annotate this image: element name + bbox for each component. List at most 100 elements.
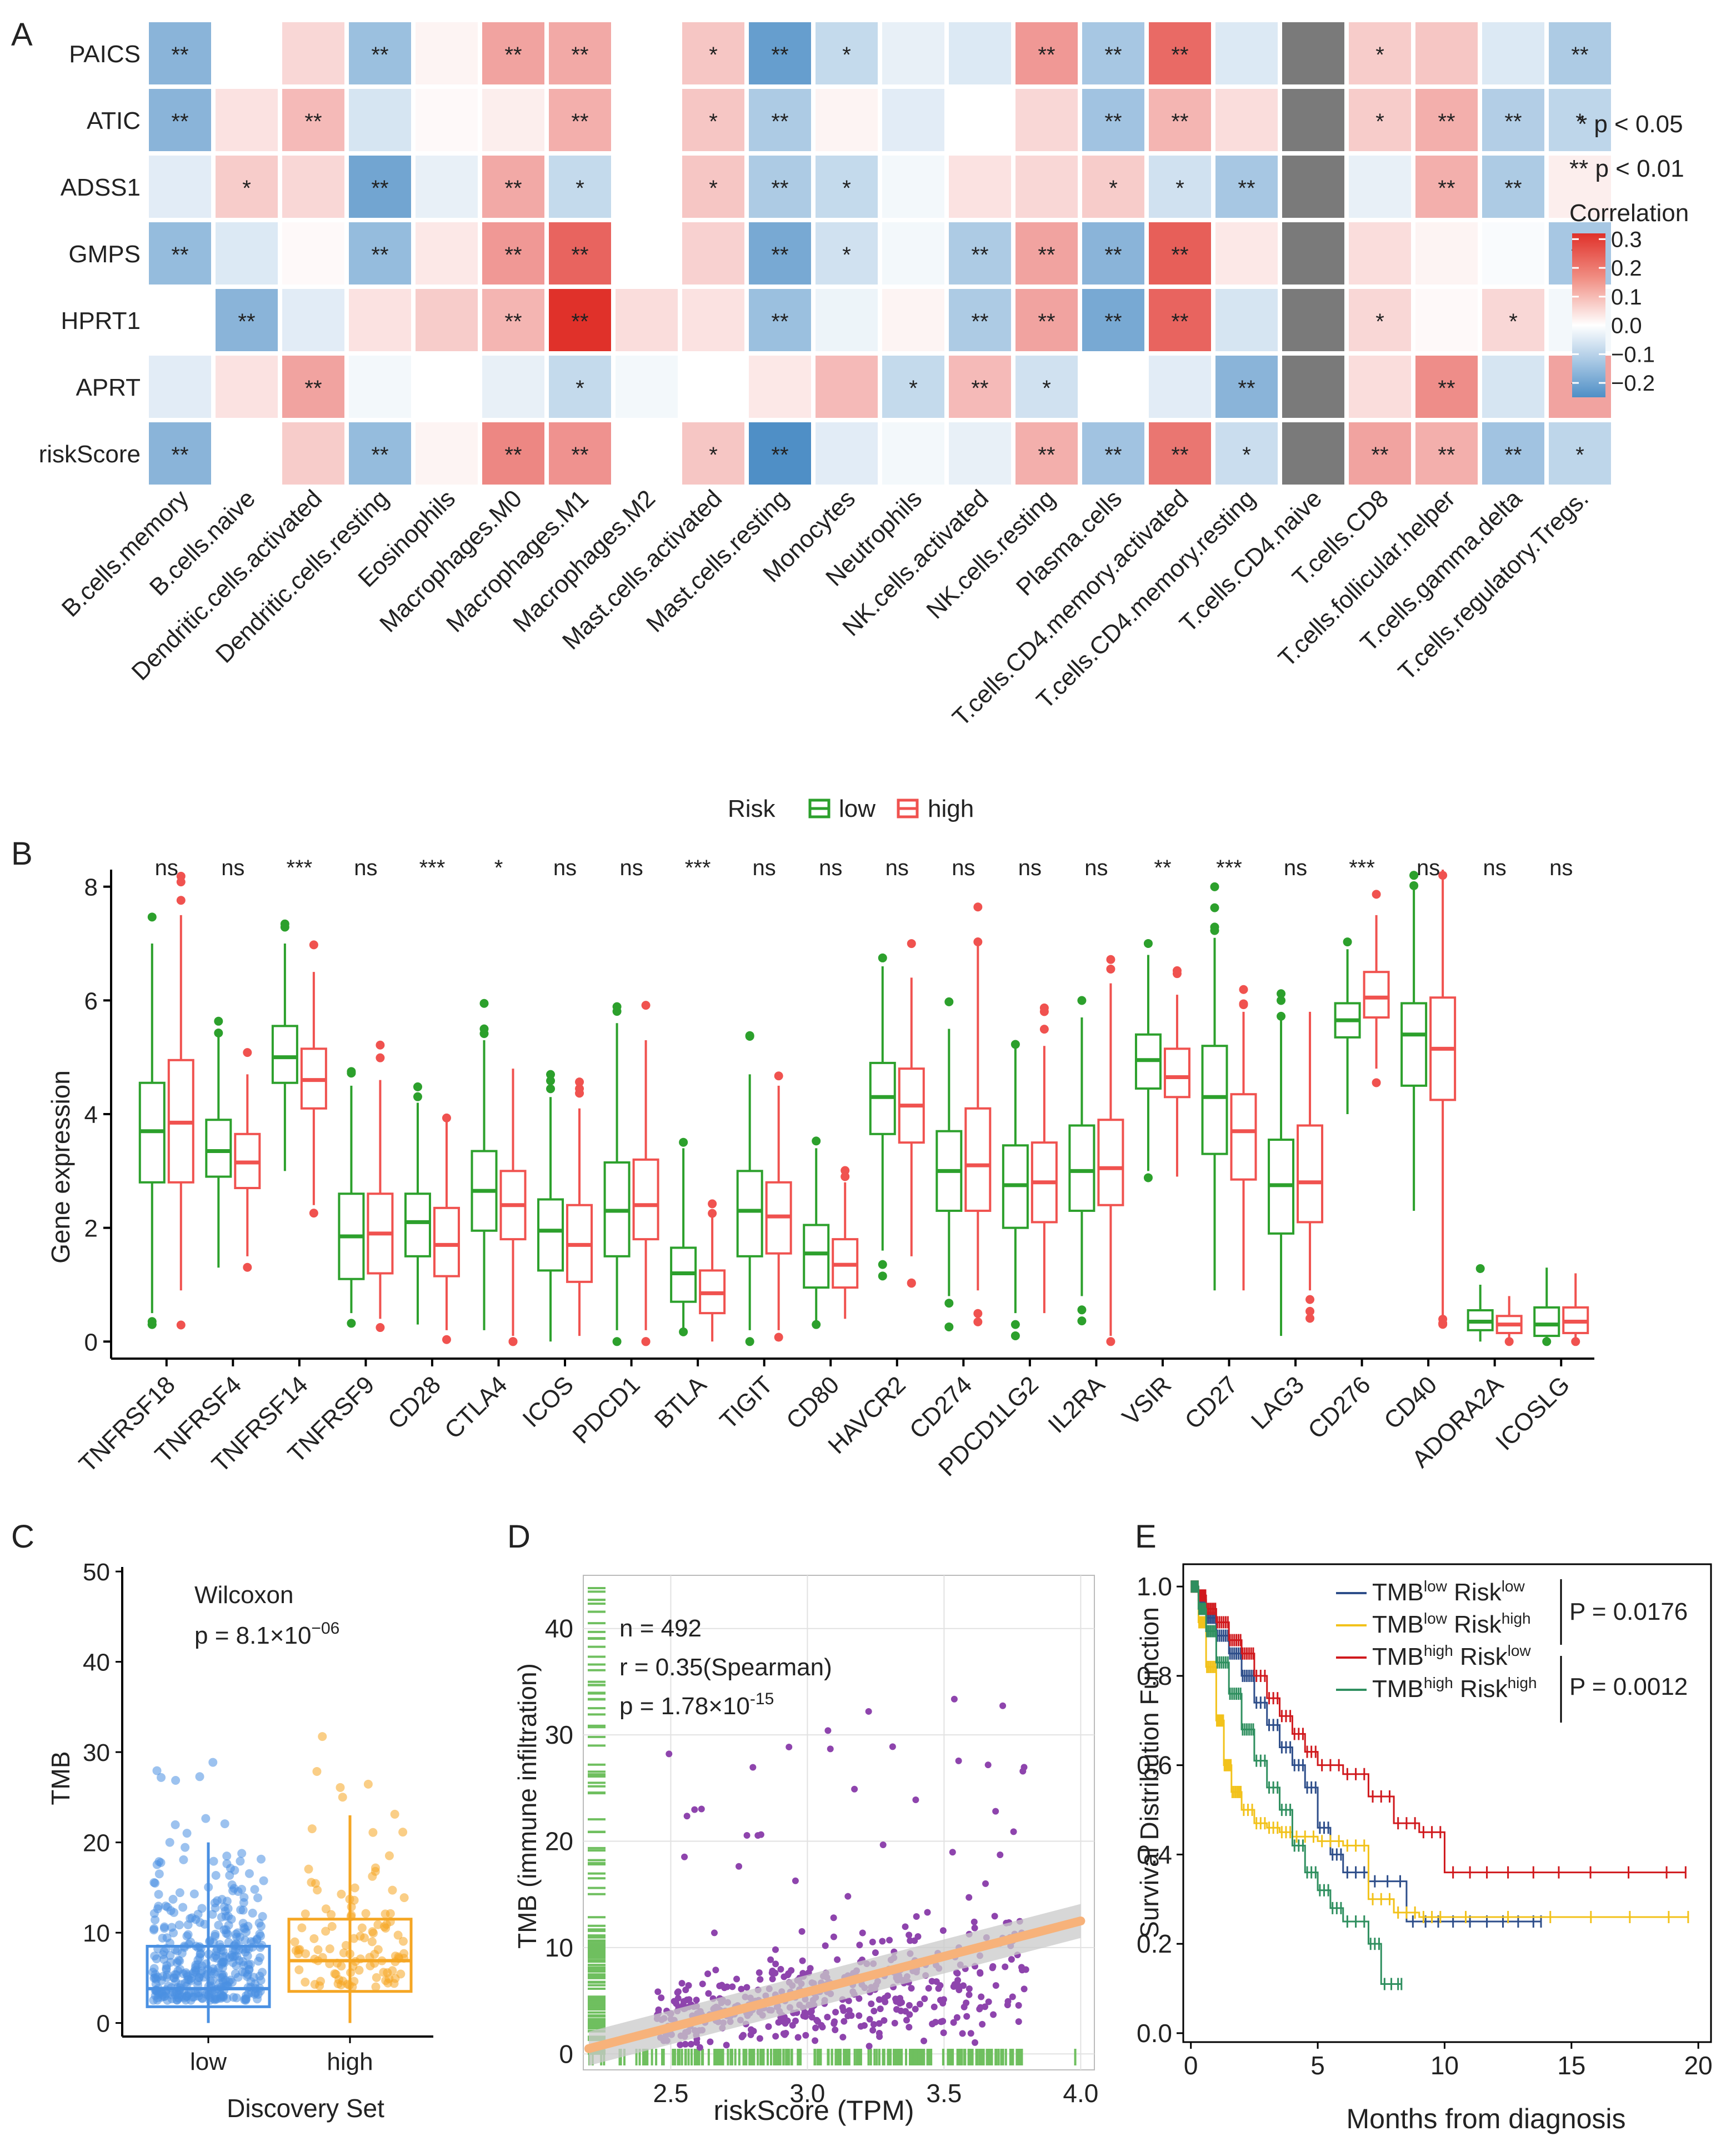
significance-mark: ** — [1038, 310, 1055, 334]
e-frame — [1182, 1563, 1712, 2043]
b-axes: 0 2 4 6 8 — [84, 870, 1594, 1366]
d-point — [940, 2029, 947, 2037]
heatmap-cell — [816, 356, 878, 418]
c-point — [257, 1854, 266, 1864]
d-point — [1015, 2002, 1022, 2009]
c-point — [244, 1960, 253, 1969]
significance-mark: ** — [771, 310, 788, 334]
c-point — [184, 1975, 194, 1984]
heatmap-cell — [282, 422, 344, 485]
outlier-high — [508, 1337, 518, 1346]
colorbar-tick-label: 0.2 — [1611, 256, 1642, 281]
d-point — [985, 1998, 992, 2005]
significance-mark: ** — [571, 310, 588, 334]
significance-mark: * — [709, 176, 718, 201]
outlier-high — [1106, 1337, 1115, 1346]
d-x-tick-label: 3.5 — [926, 2079, 962, 2108]
e-x-tick-label: 5 — [1310, 2051, 1325, 2080]
outlier-high — [1372, 890, 1381, 899]
d-point — [950, 2019, 957, 2026]
significance-mark: ** — [1038, 243, 1055, 267]
c-point — [393, 1930, 403, 1940]
c-point — [236, 1856, 245, 1866]
heatmap-cell — [282, 22, 344, 84]
heatmap-cell — [1149, 356, 1211, 418]
d-point — [844, 1893, 852, 1900]
significance-label: ns — [1483, 856, 1507, 880]
c-point — [327, 1922, 337, 1931]
d-point — [989, 1963, 997, 1970]
significance-mark: * — [842, 176, 851, 201]
significance-mark: ** — [171, 109, 188, 134]
outlier-high — [774, 1071, 783, 1081]
box-high — [632, 1158, 659, 1241]
heatmap-cell — [1482, 156, 1544, 218]
d-point — [1019, 1768, 1027, 1775]
outlier-high — [1106, 955, 1115, 964]
heatmap-cell — [482, 222, 544, 285]
b-significance-labels: ns ns *** ns *** * ns ns *** ns ns ns ns ns ns ** *** ns *… — [155, 856, 1573, 880]
c-point — [243, 1922, 253, 1931]
significance-mark: ** — [171, 243, 188, 267]
significance-label: *** — [1349, 856, 1375, 880]
significance-mark: ** — [1438, 376, 1455, 401]
significance-mark: ** — [304, 109, 322, 134]
heatmap-cell — [1215, 156, 1278, 218]
d-point — [686, 1996, 693, 2003]
heatmap-cell — [682, 289, 744, 351]
significance-label: ns — [753, 856, 776, 880]
d-point — [772, 2033, 779, 2040]
legend-sup-b: low — [1508, 1642, 1532, 1659]
significance-mark: ** — [1104, 43, 1122, 67]
c-point — [371, 1982, 381, 1992]
panel-label-b: B — [11, 836, 33, 872]
c-point — [157, 1773, 166, 1782]
d-point — [831, 2018, 838, 2025]
significance-mark: * — [1242, 443, 1251, 467]
outlier-high — [1305, 1295, 1315, 1304]
d-point — [891, 2019, 898, 2027]
d-point — [794, 2034, 802, 2041]
c-y-tick-label: 30 — [83, 1739, 110, 1766]
significance-mark: ** — [1104, 243, 1122, 267]
d-point — [782, 2029, 789, 2037]
d-point — [905, 2024, 913, 2031]
significance-mark: ** — [1104, 443, 1122, 467]
d-point — [925, 1985, 932, 1992]
c-point — [208, 1910, 217, 1919]
heatmap-cell — [149, 422, 211, 485]
outlier-low — [147, 912, 157, 922]
d-point — [747, 2031, 754, 2038]
d-point — [906, 2011, 913, 2018]
heatmap-cell — [1349, 222, 1411, 285]
risk-legend-title: Risk — [728, 795, 776, 822]
d-point — [965, 1985, 973, 1992]
heatmap-cell — [882, 22, 944, 84]
e-x-tick-label: 15 — [1557, 2051, 1585, 2080]
d-point — [1004, 2002, 1011, 2009]
d-point — [869, 1938, 876, 1945]
d-rug — [588, 1587, 1077, 2065]
d-point — [822, 1942, 829, 1949]
c-point — [153, 1995, 162, 2005]
d-point — [972, 2039, 979, 2046]
panel-label-e: E — [1135, 1519, 1157, 1555]
heatmap-cell — [749, 22, 811, 84]
d-point — [920, 2037, 928, 2044]
d-x-tick-label: 3.0 — [789, 2079, 825, 2108]
heatmap-cell — [749, 156, 811, 218]
d-point — [756, 1969, 763, 1976]
c-point — [259, 1876, 268, 1885]
significance-label: ns — [1549, 856, 1573, 880]
d-point — [739, 2032, 747, 2039]
box-low — [205, 1119, 232, 1178]
d-point — [905, 1932, 913, 1939]
heatmap-cell — [1149, 156, 1211, 218]
colorbar-tick-label: −0.1 — [1611, 342, 1655, 367]
row-label: HPRT1 — [61, 307, 141, 335]
significance-mark: * — [709, 109, 718, 134]
c-point — [209, 1856, 218, 1866]
c-y-tick-label: 20 — [83, 1830, 110, 1857]
d-point — [875, 2020, 883, 2027]
d-point — [839, 2004, 846, 2011]
